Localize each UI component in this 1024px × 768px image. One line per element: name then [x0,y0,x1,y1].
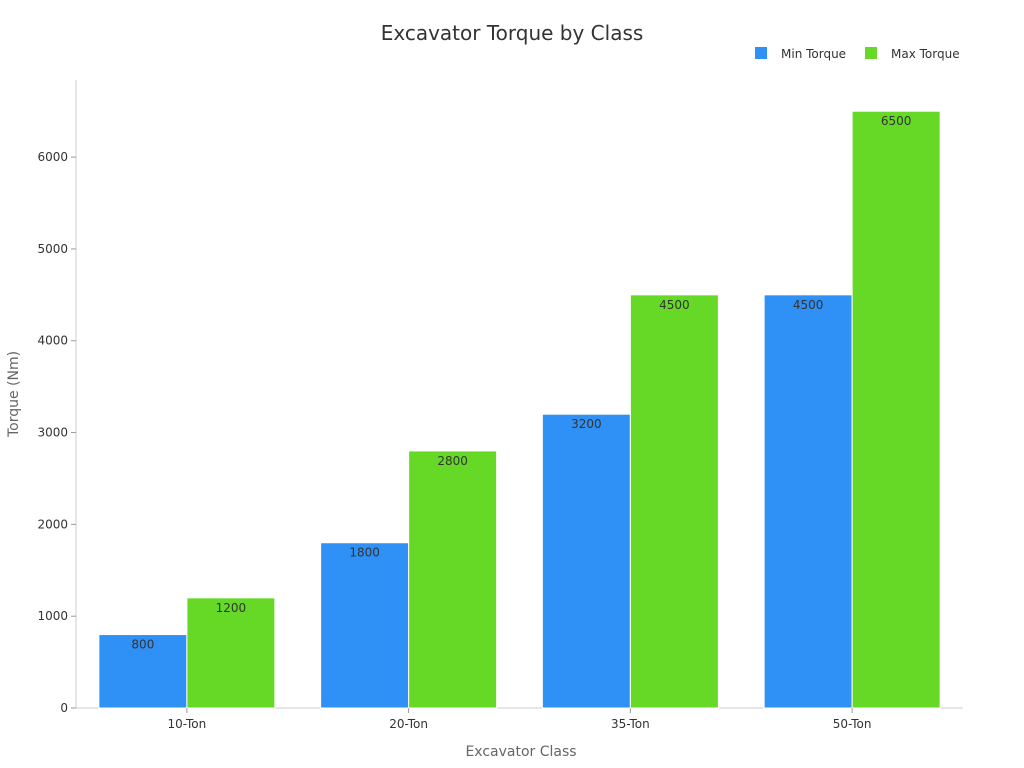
x-tick-label: 20-Ton [389,717,428,731]
data-labels: 800 1200 1800 2800 3200 4500 4500 6500 [131,114,911,651]
y-tick-label: 6000 [37,150,68,164]
data-label-min-torque: 4500 [793,298,824,312]
x-tick-label: 35-Ton [611,717,650,731]
legend-swatch-max-torque [865,47,877,59]
y-tick-label: 5000 [37,242,68,256]
x-axis-title: Excavator Class [465,744,576,760]
y-axis-title: Torque (Nm) [6,351,22,438]
y-axis-ticks: 0 1000 2000 3000 4000 5000 6000 [37,150,76,715]
data-label-min-torque: 3200 [571,417,602,431]
x-tick-label: 10-Ton [168,717,207,731]
data-label-max-torque: 6500 [881,114,912,128]
y-tick-label: 4000 [37,334,68,348]
bar-max-torque-20-ton[interactable] [408,450,498,709]
legend: Min Torque Max Torque [755,47,960,61]
data-label-min-torque: 800 [131,638,154,652]
legend-swatch-min-torque [755,47,767,59]
x-axis-ticks: 10-Ton 20-Ton 35-Ton 50-Ton [168,708,872,731]
data-label-max-torque: 2800 [437,454,468,468]
bar-min-torque-35-ton[interactable] [541,413,631,709]
bar-max-torque-50-ton[interactable] [851,110,941,709]
bars [98,110,941,709]
bar-max-torque-10-ton[interactable] [186,597,276,709]
data-label-max-torque: 4500 [659,298,690,312]
bar-max-torque-35-ton[interactable] [629,294,719,709]
chart-title: Excavator Torque by Class [381,21,644,45]
y-tick-label: 1000 [37,609,68,623]
legend-label-max-torque: Max Torque [891,47,960,61]
data-label-max-torque: 1200 [216,601,247,615]
bar-min-torque-20-ton[interactable] [320,542,410,709]
data-label-min-torque: 1800 [349,546,380,560]
bar-min-torque-50-ton[interactable] [763,294,853,709]
y-tick-label: 3000 [37,426,68,440]
y-tick-label: 0 [60,701,68,715]
legend-label-min-torque: Min Torque [781,47,846,61]
x-tick-label: 50-Ton [833,717,872,731]
y-tick-label: 2000 [37,517,68,531]
